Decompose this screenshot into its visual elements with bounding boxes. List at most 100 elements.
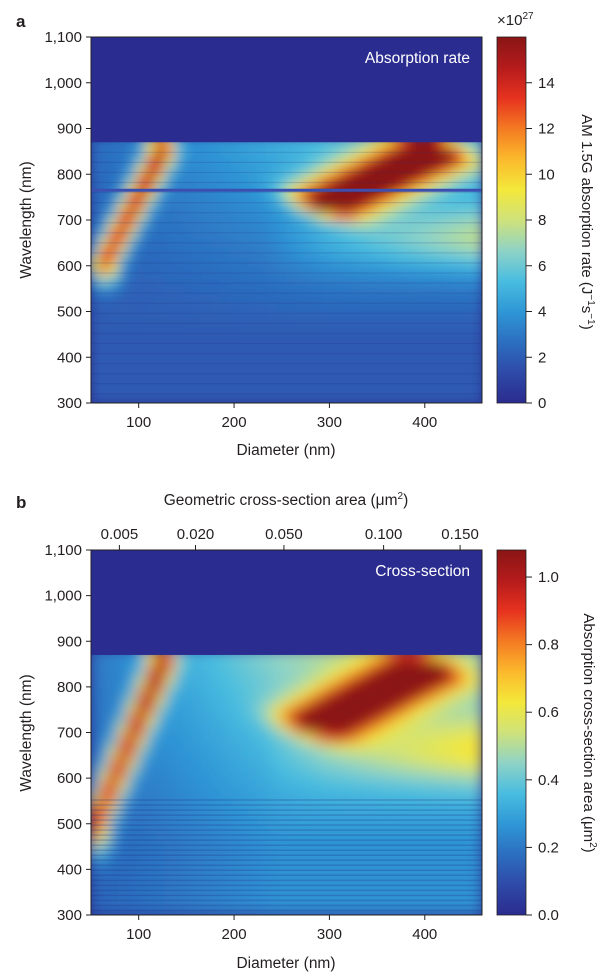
heatmap-cell bbox=[211, 859, 223, 871]
heatmap-cell bbox=[211, 356, 223, 368]
heatmap-cell bbox=[294, 804, 307, 816]
heatmap-cell bbox=[332, 182, 344, 194]
heatmap-cell bbox=[406, 758, 418, 770]
heatmap-cell bbox=[145, 722, 158, 734]
heatmap-cell bbox=[434, 374, 446, 386]
heatmap-cell bbox=[387, 191, 400, 203]
heatmap-cell bbox=[322, 667, 335, 679]
heatmap-cell bbox=[313, 301, 325, 313]
heatmap-cell bbox=[276, 695, 288, 707]
heatmap-cell bbox=[248, 319, 260, 331]
heatmap-cell bbox=[462, 877, 474, 889]
heatmap-cell bbox=[471, 722, 482, 734]
heatmap-cell bbox=[145, 758, 158, 770]
heatmap-cell bbox=[211, 877, 223, 889]
heatmap-cell bbox=[294, 713, 307, 725]
heatmap-cell bbox=[369, 695, 381, 707]
heatmap-cell bbox=[136, 328, 148, 340]
heatmap-cell bbox=[304, 173, 316, 185]
heatmap-cell bbox=[192, 246, 204, 258]
heatmap-cell bbox=[462, 219, 474, 231]
heatmap-cell bbox=[453, 191, 465, 203]
heatmap-cell bbox=[192, 895, 204, 907]
heatmap-cell bbox=[91, 749, 102, 761]
heatmap-cell bbox=[220, 831, 232, 843]
heatmap-cell bbox=[91, 301, 102, 313]
heatmap-cell bbox=[285, 868, 297, 880]
heatmap-cell bbox=[201, 850, 214, 862]
heatmap-cell bbox=[359, 392, 372, 403]
heatmap-cell bbox=[220, 246, 232, 258]
heatmap-cell bbox=[248, 255, 260, 267]
heatmap-cell bbox=[462, 685, 474, 697]
heatmap-cell bbox=[294, 676, 307, 688]
heatmap-cell bbox=[164, 164, 176, 176]
heatmap-cell bbox=[471, 822, 482, 834]
heatmap-cell bbox=[397, 182, 409, 194]
colorbar-tick-label: 2 bbox=[538, 349, 546, 366]
heatmap-cell bbox=[201, 292, 214, 304]
heatmap-cell bbox=[173, 841, 186, 853]
heatmap-cell bbox=[155, 191, 167, 203]
heatmap-cell bbox=[201, 228, 214, 240]
heatmap-cell bbox=[145, 383, 158, 395]
heatmap-cell bbox=[406, 292, 418, 304]
heatmap-cell bbox=[462, 850, 474, 862]
heatmap-cell bbox=[211, 191, 223, 203]
heatmap-cell bbox=[155, 786, 167, 798]
heatmap-cell bbox=[117, 713, 130, 725]
heatmap-cell bbox=[443, 337, 456, 350]
heatmap-cell bbox=[387, 255, 400, 267]
heatmap-cell bbox=[332, 658, 344, 670]
heatmap-cell bbox=[341, 777, 353, 789]
heatmap-cell bbox=[359, 154, 372, 167]
heatmap-cell bbox=[117, 237, 130, 249]
heatmap-cell bbox=[453, 813, 465, 825]
heatmap-cell bbox=[108, 768, 120, 780]
heatmap-cell bbox=[350, 795, 362, 807]
heatmap-cell bbox=[359, 219, 372, 231]
heatmap-cell bbox=[99, 191, 111, 203]
heatmap-cell bbox=[117, 347, 130, 359]
heatmap-cell bbox=[415, 255, 428, 267]
heatmap-cell bbox=[341, 182, 353, 194]
heatmap-cell bbox=[257, 319, 269, 331]
heatmap-cell bbox=[155, 685, 167, 697]
heatmap-cell bbox=[108, 777, 120, 789]
heatmap-cell bbox=[266, 328, 279, 340]
heatmap-cell bbox=[443, 850, 456, 862]
heatmap-cell bbox=[313, 310, 325, 322]
heatmap-cell bbox=[127, 301, 139, 313]
heatmap-cell bbox=[238, 850, 251, 862]
colorbar-b-label: Absorption cross-section area (μm2) bbox=[580, 613, 598, 852]
heatmap-cell bbox=[117, 868, 130, 880]
heatmap-cell bbox=[91, 328, 102, 340]
heatmap-cell bbox=[183, 777, 195, 789]
heatmap-cell bbox=[453, 383, 465, 395]
heatmap-cell bbox=[155, 145, 167, 157]
heatmap-cell bbox=[117, 182, 130, 194]
heatmap-cell bbox=[387, 841, 400, 853]
heatmap-cell bbox=[136, 740, 148, 752]
heatmap-cell bbox=[359, 786, 372, 798]
heatmap-cell bbox=[415, 209, 428, 221]
heatmap-cell bbox=[173, 319, 186, 331]
heatmap-cell bbox=[220, 200, 232, 212]
heatmap-cell bbox=[453, 804, 465, 816]
heatmap-cell bbox=[238, 164, 251, 176]
heatmap-cell bbox=[248, 749, 260, 761]
heatmap-cell bbox=[471, 777, 482, 789]
heatmap-cell bbox=[220, 822, 232, 834]
heatmap-cell bbox=[173, 822, 186, 834]
heatmap-cell bbox=[322, 164, 335, 176]
heatmap-cell bbox=[341, 145, 353, 157]
heatmap-cell bbox=[183, 831, 195, 843]
heatmap-cell bbox=[266, 310, 279, 322]
heatmap-cell bbox=[91, 237, 102, 249]
heatmap-b-field bbox=[91, 649, 482, 915]
heatmap-cell bbox=[127, 264, 139, 276]
heatmap-cell bbox=[266, 704, 279, 716]
heatmap-cell bbox=[229, 749, 241, 761]
heatmap-cell bbox=[322, 246, 335, 258]
heatmap-cell bbox=[266, 786, 279, 798]
